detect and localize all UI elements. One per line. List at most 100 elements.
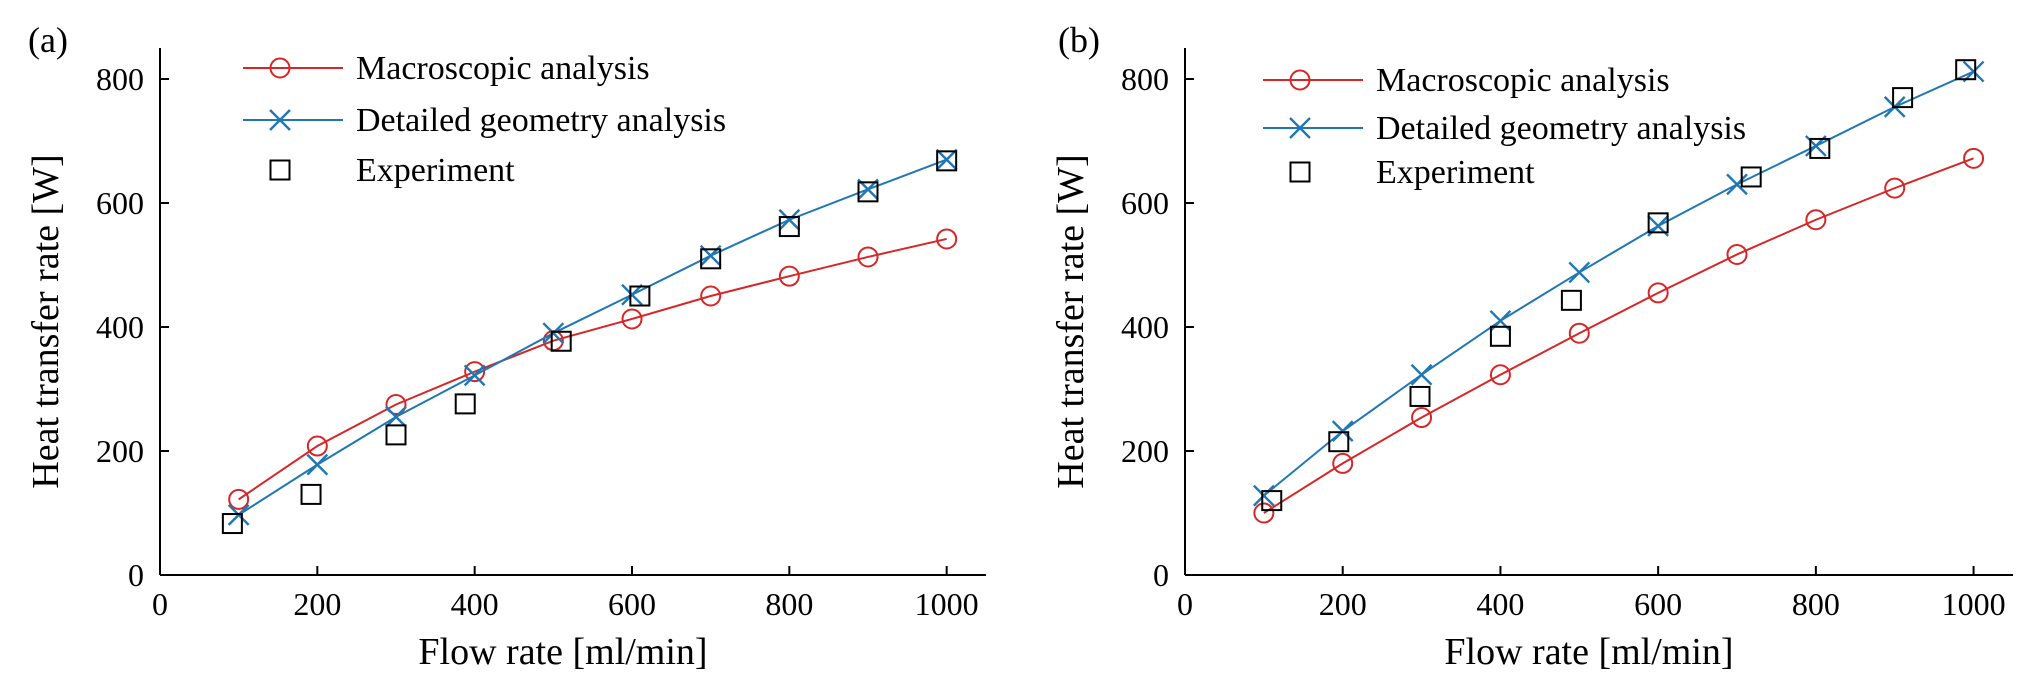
data-point (629, 285, 651, 307)
y-tick-label: 0 (1153, 557, 1169, 593)
data-point (300, 483, 322, 505)
data-point (936, 228, 958, 250)
data-point (1489, 325, 1511, 347)
data-point (1884, 177, 1906, 199)
panel-a: 0 200 400 600 800 1000 0 200 400 600 800 Flow rate … (25, 20, 986, 673)
data-point (778, 216, 800, 238)
x-tick-label: 600 (608, 586, 656, 622)
x-tick-label: 400 (1476, 586, 1524, 622)
legend-marker (269, 109, 291, 131)
data-point (1560, 289, 1582, 311)
y-tick-label: 200 (1121, 433, 1169, 469)
data-point (1805, 209, 1827, 231)
y-tick-label: 0 (128, 557, 144, 593)
series-line (238, 158, 948, 516)
data-point (1331, 420, 1354, 443)
legend-entry: Macroscopic analysis (1263, 62, 1670, 99)
legend-marker (1289, 161, 1311, 183)
data-point (1892, 87, 1914, 109)
x-axis-title: Flow rate [ml/min] (418, 631, 707, 673)
panel-label: (b) (1058, 20, 1100, 60)
data-point (1647, 212, 1669, 234)
legend-marker (269, 159, 291, 181)
x-tick-label: 400 (451, 586, 499, 622)
series-circle (228, 228, 958, 510)
series-square (1261, 59, 1977, 512)
data-point (1489, 364, 1511, 386)
data-point (935, 148, 958, 171)
data-point (1647, 282, 1669, 304)
data-point (936, 150, 958, 172)
legend-entry: Macroscopic analysis (243, 50, 650, 87)
data-point (857, 246, 879, 268)
x-tick-label: 1000 (1942, 586, 2006, 622)
data-point (228, 488, 250, 510)
data-point (464, 361, 486, 383)
data-point (385, 424, 407, 446)
data-point (1955, 59, 1977, 81)
legend-label: Experiment (356, 152, 515, 189)
data-point (1568, 322, 1590, 344)
x-tick-label: 1000 (915, 586, 979, 622)
data-point (1409, 385, 1431, 407)
y-tick-label: 800 (96, 61, 144, 97)
data-point (700, 285, 722, 307)
x-tick-label: 0 (152, 586, 168, 622)
x-tick-label: 800 (765, 586, 813, 622)
data-point (221, 513, 243, 535)
data-point (621, 283, 643, 306)
legend-marker (1289, 69, 1311, 91)
data-point (1411, 407, 1433, 429)
data-point (778, 265, 800, 287)
data-point (385, 406, 407, 428)
y-axis-title: Heat transfer rate [W] (25, 154, 67, 488)
x-tick-label: 0 (1177, 586, 1193, 622)
data-point (550, 330, 572, 352)
data-point (1332, 452, 1354, 474)
y-tick-label: 400 (96, 309, 144, 345)
series-line (1263, 157, 1974, 514)
series-circle (1253, 147, 1985, 524)
data-point (700, 248, 722, 270)
data-point (1740, 166, 1762, 188)
y-tick-label: 800 (1121, 61, 1169, 97)
data-point (621, 308, 643, 330)
legend-entry: Experiment (269, 152, 515, 189)
data-point (778, 208, 801, 231)
x-tick-label: 200 (1319, 586, 1367, 622)
data-point (1410, 363, 1433, 386)
data-point (1726, 173, 1748, 196)
panel-label: (a) (28, 20, 68, 60)
data-point (1328, 431, 1350, 453)
data-point (1261, 490, 1283, 512)
data-point (306, 435, 328, 457)
legend-marker (1289, 117, 1311, 139)
legend-label: Macroscopic analysis (356, 50, 650, 87)
y-tick-label: 600 (96, 185, 144, 221)
data-point (463, 364, 486, 387)
panel-b: 0 200 400 600 800 1000 0 200 400 600 800 Flow rate … (1050, 20, 2013, 673)
series-line (1263, 70, 1974, 497)
data-point (385, 394, 407, 415)
data-point (1253, 484, 1275, 507)
y-axis-title: Heat transfer rate [W] (1050, 154, 1092, 488)
x-axis-title: Flow rate [ml/min] (1444, 631, 1733, 673)
legend-entry: Detailed geometry analysis (1263, 110, 1746, 147)
legend-label: Macroscopic analysis (1376, 62, 1670, 99)
data-point (1568, 261, 1591, 284)
data-point (1963, 147, 1985, 169)
legend-label: Detailed geometry analysis (1376, 110, 1746, 147)
legend-entry: Detailed geometry analysis (243, 102, 726, 139)
series-square (221, 150, 958, 535)
x-tick-label: 600 (1634, 586, 1682, 622)
x-tick-label: 800 (1792, 586, 1840, 622)
data-point (454, 393, 476, 415)
series-line (238, 237, 947, 501)
x-tick-label: 200 (293, 586, 341, 622)
data-point (542, 322, 565, 345)
y-tick-label: 400 (1121, 309, 1169, 345)
y-tick-label: 200 (96, 433, 144, 469)
data-point (306, 453, 329, 476)
data-point (1809, 137, 1831, 159)
